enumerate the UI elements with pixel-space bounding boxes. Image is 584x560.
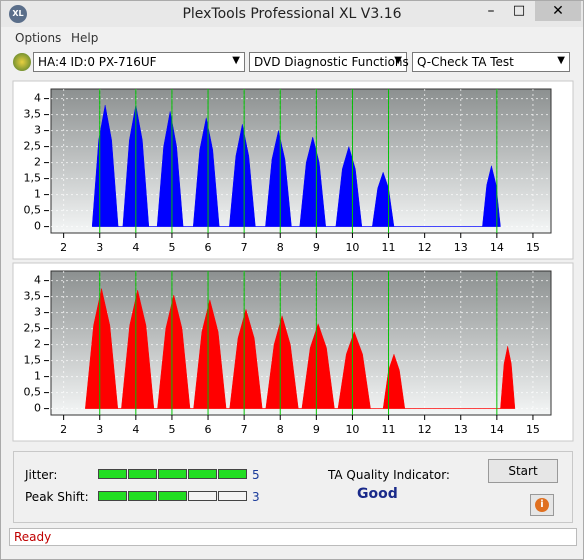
meter-segment [188,491,217,501]
menu-item[interactable]: Options [15,31,62,45]
meter-segment [128,469,157,479]
meter-segment [218,469,247,479]
peak-shift-label: Peak Shift: [25,490,89,504]
window-title: PlexTools Professional XL V3.16 [182,6,402,22]
y-tick-label: 3,5 [24,108,42,121]
title-bar: XL PlexTools Professional XL V3.16 – □ ✕ [1,1,583,27]
x-tick-label: 12 [418,241,432,254]
results-panel [13,451,573,523]
ta-value: Good [357,486,398,502]
y-tick-label: 2 [34,156,41,169]
y-tick-label: 2,5 [24,322,42,335]
drive-select[interactable]: HA:4 ID:0 PX-716UF ▼ [33,52,245,72]
x-tick-label: 7 [241,241,248,254]
status-bar: Ready [9,528,577,546]
x-tick-label: 13 [454,423,468,436]
app-icon: XL [9,5,27,23]
y-tick-label: 2 [34,338,41,351]
x-tick-label: 9 [313,241,320,254]
info-button[interactable]: i [530,494,554,516]
y-tick-label: 0,5 [24,386,42,399]
jitter-label: Jitter: [25,468,58,482]
x-tick-label: 6 [205,423,212,436]
ta-label: TA Quality Indicator: [328,468,450,482]
maximize-button[interactable]: □ [512,3,526,18]
x-tick-label: 11 [382,423,396,436]
function-select[interactable]: DVD Diagnostic Functions ▼ [249,52,409,72]
x-tick-label: 10 [345,423,359,436]
start-button[interactable]: Start [488,459,558,483]
y-tick-label: 1 [34,370,41,383]
x-tick-label: 3 [96,423,103,436]
y-tick-label: 1,5 [24,354,42,367]
status-text: Ready [14,530,52,544]
y-tick-label: 3,5 [24,290,42,303]
x-tick-label: 3 [96,241,103,254]
x-tick-label: 12 [418,423,432,436]
x-tick-label: 7 [241,423,248,436]
meter-segment [98,469,127,479]
jitter-value: 5 [252,468,260,482]
meter-segment [218,491,247,501]
meter-segment [158,491,187,501]
meter-segment [188,469,217,479]
y-tick-label: 4 [34,274,41,287]
y-tick-label: 1 [34,188,41,201]
x-tick-label: 14 [490,423,504,436]
x-tick-label: 13 [454,241,468,254]
peak-shift-value: 3 [252,490,260,504]
drive-icon [13,53,31,71]
y-tick-label: 1,5 [24,172,42,185]
minimize-button[interactable]: – [487,3,495,19]
meter-segment [128,491,157,501]
x-tick-label: 6 [205,241,212,254]
x-tick-label: 4 [132,423,139,436]
x-tick-label: 11 [382,241,396,254]
histogram-area [85,288,516,409]
x-tick-label: 10 [345,241,359,254]
x-tick-label: 5 [168,241,175,254]
histogram-area [91,104,501,227]
x-tick-label: 8 [277,241,284,254]
x-tick-label: 15 [526,241,540,254]
y-tick-label: 0 [34,402,41,415]
function-text: DVD Diagnostic Functions [254,55,409,69]
x-tick-label: 14 [490,241,504,254]
y-tick-label: 2,5 [24,140,42,153]
meter-segment [98,491,127,501]
y-tick-label: 3 [34,306,41,319]
menu-item[interactable]: Help [71,31,99,45]
x-tick-label: 5 [168,423,175,436]
y-tick-label: 0,5 [24,204,42,217]
meter-segment [158,469,187,479]
test-text: Q-Check TA Test [417,55,514,69]
x-tick-label: 8 [277,423,284,436]
x-tick-label: 2 [60,241,67,254]
x-tick-label: 2 [60,423,67,436]
y-tick-label: 4 [34,92,41,105]
x-tick-label: 9 [313,423,320,436]
close-button[interactable]: ✕ [535,1,581,21]
x-tick-label: 15 [526,423,540,436]
y-tick-label: 3 [34,124,41,137]
charts: 00,511,522,533,542 3 4 5 6 7 8 9 10 11 12 13 14 1500,… [12,80,574,442]
test-select[interactable]: Q-Check TA Test ▼ [412,52,570,72]
drive-text: HA:4 ID:0 PX-716UF [38,55,157,69]
y-tick-label: 0 [34,220,41,233]
x-tick-label: 4 [132,241,139,254]
